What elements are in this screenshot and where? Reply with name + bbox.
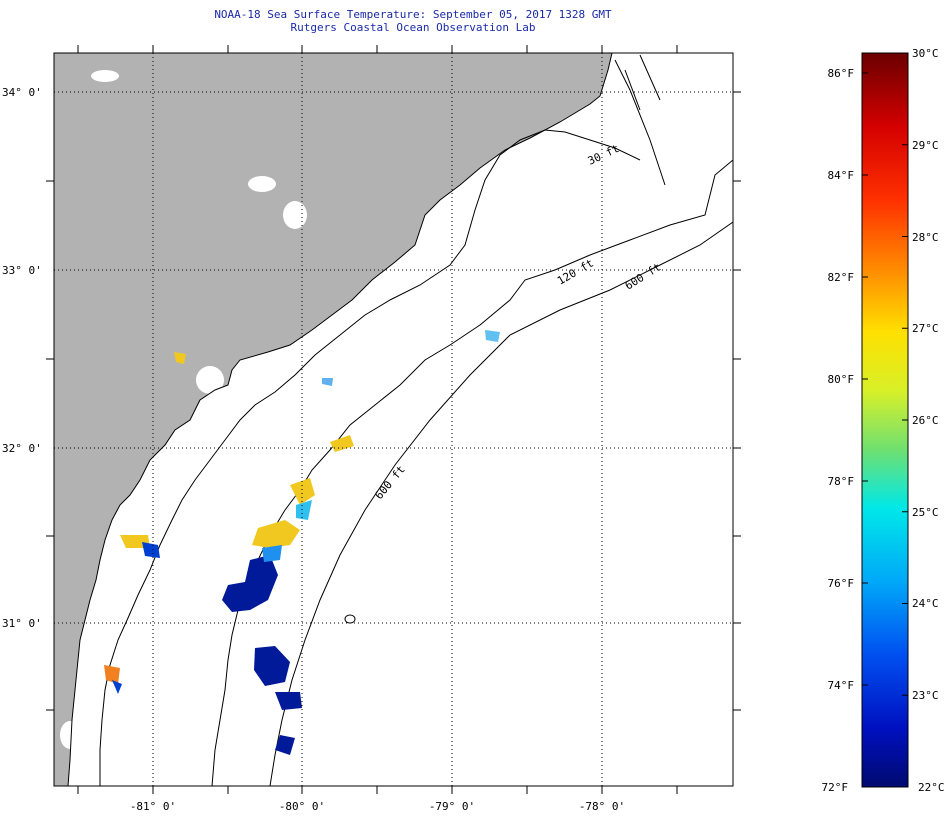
lon-label-81: -81° 0' <box>130 800 176 813</box>
map-ticks <box>46 45 741 794</box>
lon-label-80: -80° 0' <box>279 800 325 813</box>
sst-data-patches <box>104 330 500 755</box>
cb-f-label-74: 74°F <box>828 679 855 692</box>
cb-f-label-80: 80°F <box>828 373 855 386</box>
cb-c-label-29: 29°C <box>912 139 939 152</box>
cb-c-label-25: 25°C <box>912 506 939 519</box>
map-title: NOAA-18 Sea Surface Temperature: Septemb… <box>214 8 612 21</box>
cb-c-label-28: 28°C <box>912 231 939 244</box>
lat-label-32: 32° 0' <box>2 442 42 455</box>
lat-label-34: 34° 0' <box>2 86 42 99</box>
cb-c-label-26: 26°C <box>912 414 939 427</box>
lon-label-79: -79° 0' <box>429 800 475 813</box>
cb-f-label-82: 82°F <box>828 271 855 284</box>
cb-f-label-78: 78°F <box>828 475 855 488</box>
lat-label-31: 31° 0' <box>2 617 42 630</box>
cb-c-label-27: 27°C <box>912 322 939 335</box>
contour-120ft <box>211 159 733 786</box>
contour-30ft <box>99 129 641 786</box>
cb-c-label-22: 22°C <box>918 781 944 794</box>
lon-label-78: -78° 0' <box>579 800 625 813</box>
map-subtitle: Rutgers Coastal Ocean Observation Lab <box>290 21 536 34</box>
cb-f-label-84: 84°F <box>828 169 855 182</box>
coastline <box>67 53 613 786</box>
cb-f-label-72: 72°F <box>822 781 849 794</box>
cb-c-label-30: 30°C <box>912 47 939 60</box>
land-mass <box>54 53 612 786</box>
colorbar: 86°F 84°F 82°F 80°F 78°F 76°F 74°F 72°F … <box>822 47 944 794</box>
cb-c-label-23: 23°C <box>912 689 939 702</box>
map-panel: 30 ft 120 ft 600 ft 600 ft <box>54 53 733 786</box>
cb-f-label-76: 76°F <box>828 577 855 590</box>
lat-label-33: 33° 0' <box>2 264 42 277</box>
cb-f-label-86: 86°F <box>828 67 855 80</box>
cb-c-label-24: 24°C <box>912 597 939 610</box>
map-frame <box>53 52 734 787</box>
